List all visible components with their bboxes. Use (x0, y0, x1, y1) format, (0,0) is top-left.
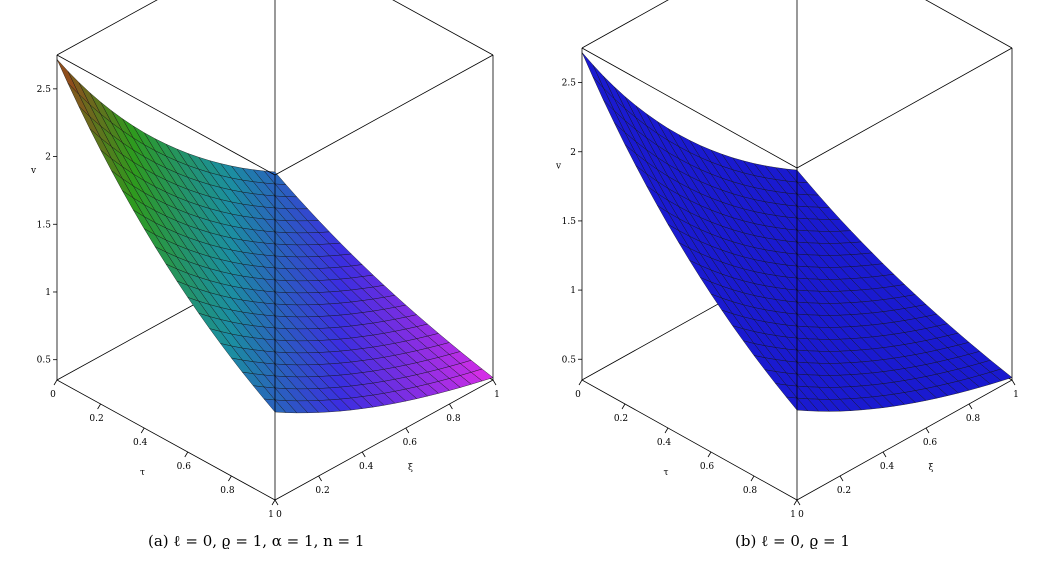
caption-a: (a) ℓ = 0, ϱ = 1, α = 1, n = 1 (148, 532, 365, 550)
z-tick-label: 1.5 (37, 220, 52, 230)
y-tick-mark (318, 475, 322, 482)
surface-plot-b: 0.5 1 1.5 2 2.5 v 0 0.2 0.4 0.6 0.8 1 τ 1 0.8 0.6 0.4 0.2… (555, 0, 1019, 520)
box-edge (581, 0, 669, 49)
z-tick-label: 2.5 (562, 79, 577, 89)
z-tick-label: 1 (570, 286, 576, 296)
surface-plot-a: 0.5 1 1.5 2 2.5 v 0 0.2 0.4 0.6 0.8 1 τ 1 0.8 0.6 0.4 0.2… (30, 0, 500, 520)
box-edge (796, 47, 1013, 169)
y-axis-label: ξ (408, 463, 413, 473)
x-tick-mark (750, 475, 755, 482)
z-axis-label: v (30, 166, 37, 176)
box-edge (392, 0, 494, 56)
y-tick-mark (968, 403, 973, 410)
z-tick-label: 2 (45, 153, 51, 163)
z-tick-label: 1.5 (562, 217, 577, 227)
box-edge (796, 379, 1013, 501)
box-edge (56, 379, 276, 501)
y-tick-label: 0.2 (837, 486, 851, 496)
box-edge (581, 379, 798, 501)
caption-b: (b) ℓ = 0, ϱ = 1 (735, 532, 850, 550)
y-tick-label: 0 (276, 510, 282, 520)
box-edge (274, 54, 494, 176)
box-edge (581, 47, 798, 169)
x-tick-label: 0.6 (700, 462, 715, 472)
x-tick-label: 1 (790, 510, 796, 520)
box-edge (274, 379, 494, 501)
y-tick-mark (361, 451, 366, 458)
box-edge (925, 0, 1013, 49)
x-tick-label: 0.4 (657, 438, 672, 448)
y-tick-label: 0.6 (923, 438, 938, 448)
x-tick-label: 1 (268, 510, 274, 520)
z-axis-label: v (555, 161, 562, 171)
y-tick-mark (449, 403, 453, 410)
x-tick-mark (621, 403, 626, 410)
x-axis-label: τ (664, 468, 669, 478)
y-tick-mark (274, 499, 279, 506)
y-tick-label: 1 (494, 390, 500, 400)
y-tick-label: 0.4 (359, 462, 374, 472)
y-tick-label: 0.8 (966, 414, 981, 424)
x-tick-mark (184, 451, 189, 458)
x-tick-label: 0.2 (614, 414, 628, 424)
x-axis-label: τ (140, 468, 145, 478)
x-tick-label: 0.8 (743, 486, 758, 496)
surface (56, 59, 494, 414)
x-tick-mark (140, 427, 145, 434)
box-edge (56, 54, 276, 176)
x-tick-mark (578, 379, 583, 386)
x-tick-mark (53, 379, 58, 386)
x-tick-mark (271, 499, 276, 506)
y-tick-mark (882, 451, 887, 458)
y-tick-mark (492, 379, 497, 386)
surface (581, 52, 1013, 412)
x-tick-label: 0.8 (220, 486, 235, 496)
y-tick-mark (1011, 379, 1016, 386)
y-tick-label: 0.8 (446, 414, 461, 424)
y-tick-mark (405, 427, 410, 434)
x-tick-label: 0.2 (89, 414, 103, 424)
x-tick-mark (97, 403, 101, 410)
x-tick-label: 0 (575, 390, 581, 400)
z-tick-label: 0.5 (562, 355, 577, 365)
surface-patch (56, 59, 79, 95)
y-tick-label: 0.2 (315, 486, 329, 496)
y-tick-label: 1 (1013, 390, 1019, 400)
z-tick-label: 2.5 (37, 85, 52, 95)
x-tick-mark (228, 475, 232, 482)
x-tick-mark (707, 451, 712, 458)
y-tick-label: 0 (798, 510, 804, 520)
z-tick-label: 2 (570, 148, 576, 158)
z-tick-label: 1 (45, 288, 51, 298)
y-tick-mark (796, 499, 801, 506)
x-tick-mark (793, 499, 798, 506)
x-tick-label: 0 (50, 390, 56, 400)
x-tick-label: 0.6 (177, 462, 192, 472)
y-axis-label: ξ (929, 463, 934, 473)
y-tick-label: 0.6 (403, 438, 418, 448)
box-edge (56, 0, 158, 56)
z-tick-label: 0.5 (37, 356, 52, 366)
y-tick-label: 0.4 (880, 462, 895, 472)
x-tick-label: 0.4 (133, 438, 148, 448)
y-tick-mark (839, 475, 844, 482)
x-tick-mark (664, 427, 669, 434)
y-tick-mark (925, 427, 930, 434)
